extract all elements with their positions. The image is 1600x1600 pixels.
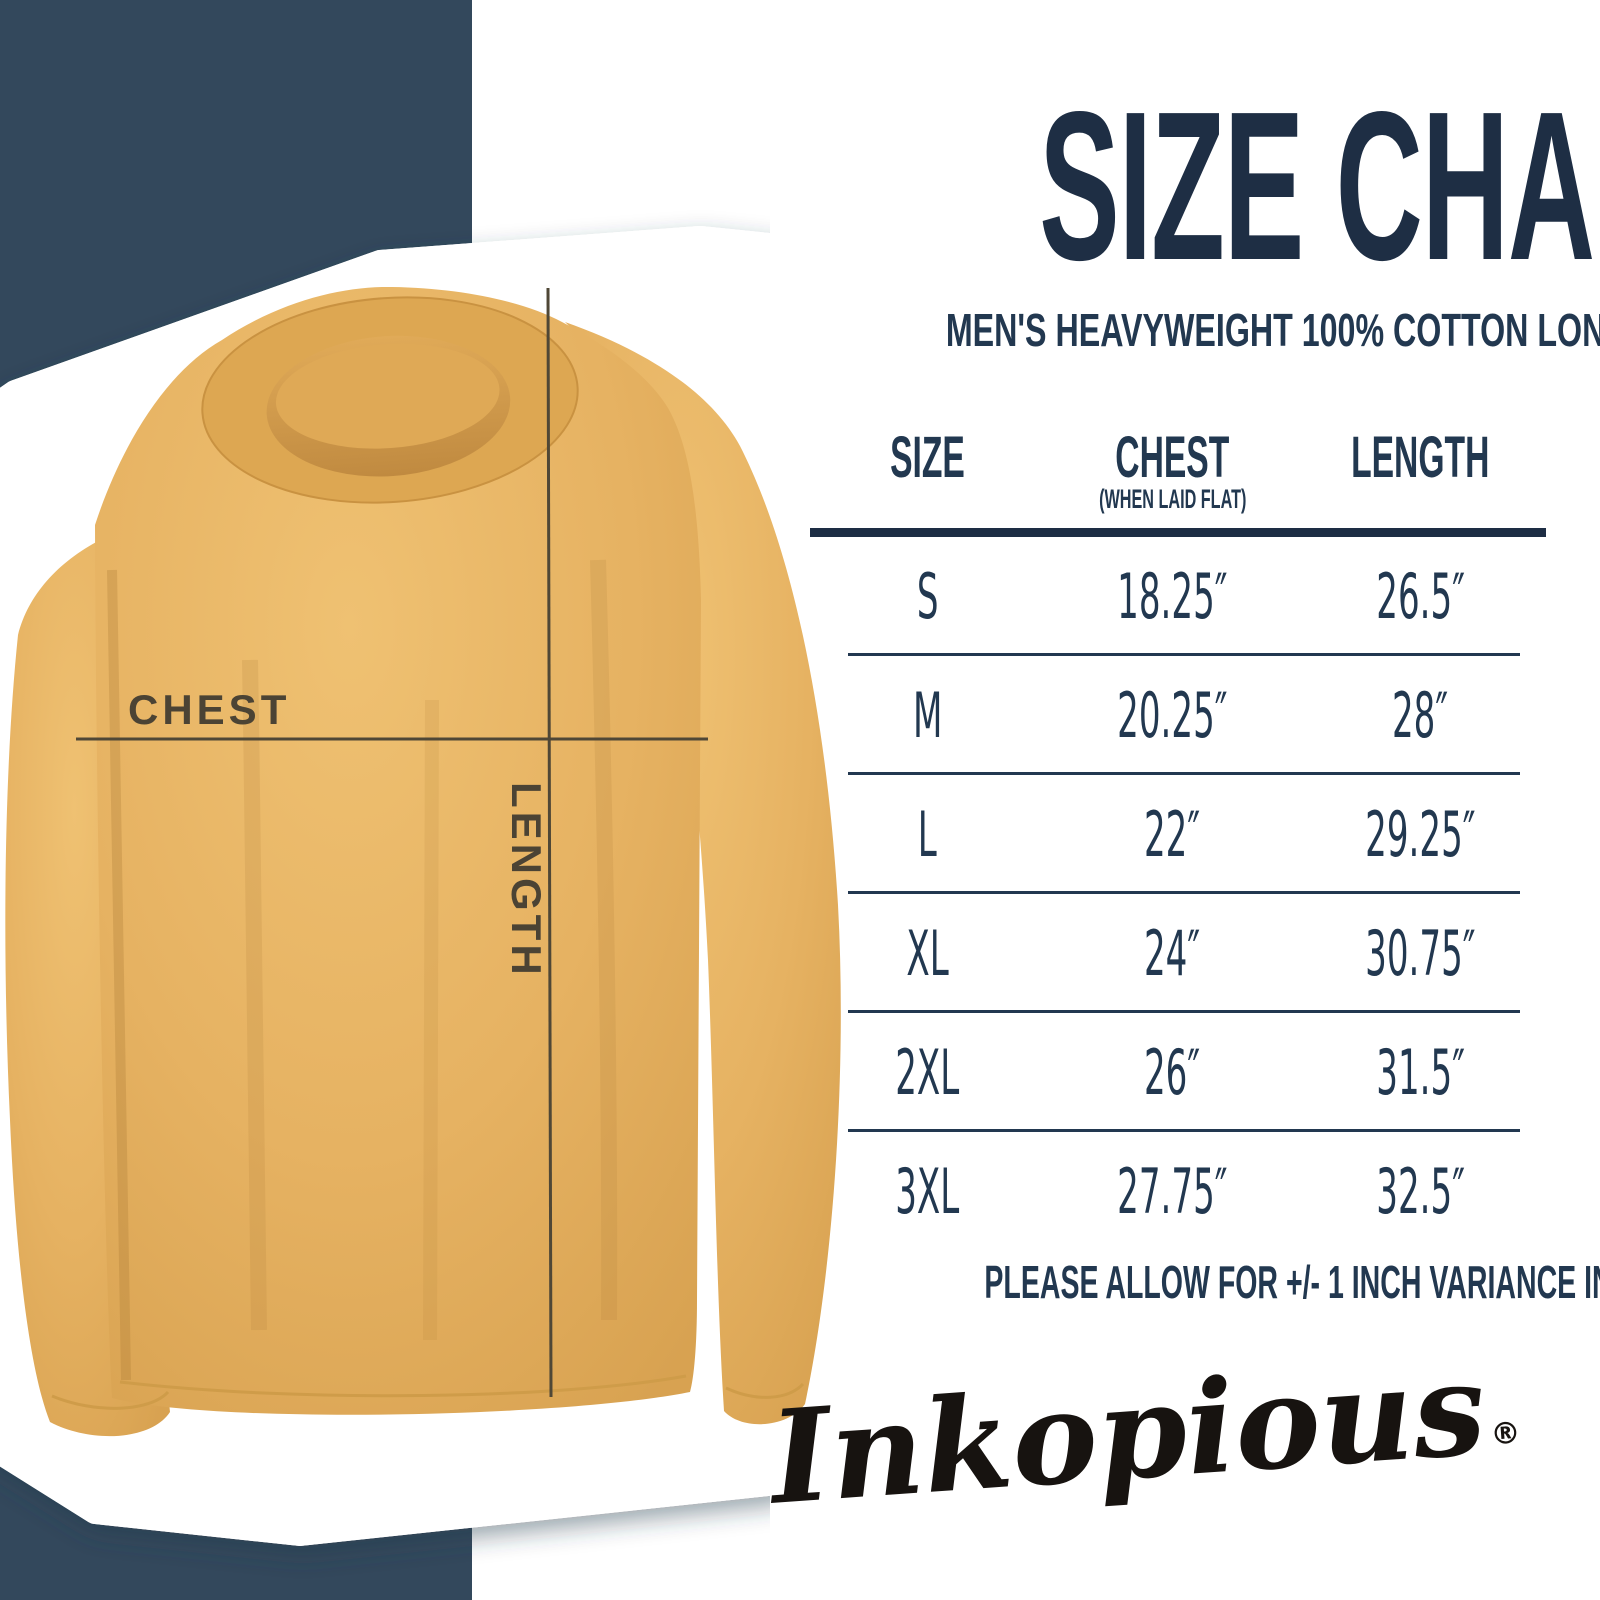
brand-logo-text: Inkopious <box>765 1334 1491 1534</box>
collar <box>201 296 579 504</box>
table-row: L 22″ 29.25″ <box>805 775 1546 894</box>
size-chart-panel: SIZE CHART MEN'S HEAVYWEIGHT 100% COTTON… <box>766 0 1600 1600</box>
brand-logo: Inkopious® <box>765 1332 1522 1534</box>
length-cell: 26.5″ <box>1376 560 1465 633</box>
length-cell: 32.5″ <box>1376 1155 1465 1228</box>
size-cell: 3XL <box>895 1155 960 1228</box>
column-header-length: LENGTH <box>1351 425 1490 490</box>
chest-cell: 24″ <box>1144 917 1201 990</box>
page-subtitle: MEN'S HEAVYWEIGHT 100% COTTON LONG SLEEV… <box>770 303 1600 357</box>
row-separator <box>848 1129 1520 1132</box>
shirt-photo-graphic: CHEST LENGTH <box>0 226 841 1546</box>
chest-cell: 27.75″ <box>1117 1155 1228 1228</box>
chest-cell: 26″ <box>1144 1036 1201 1109</box>
hem-stitch <box>119 1374 687 1398</box>
length-cell: 31.5″ <box>1376 1036 1465 1109</box>
registered-trademark-icon: ® <box>1489 1415 1522 1453</box>
page-subtitle-text: MEN'S HEAVYWEIGHT 100% COTTON LONG SLEEV… <box>945 304 1600 356</box>
table-row: 2XL 26″ 31.5″ <box>805 1013 1546 1132</box>
row-separator <box>848 653 1520 656</box>
table-row: XL 24″ 30.75″ <box>805 894 1546 1013</box>
shirt-right-sleeve <box>565 322 841 1425</box>
table-row: M 20.25″ 28″ <box>805 656 1546 775</box>
column-header-size: SIZE <box>890 425 965 490</box>
length-cell: 28″ <box>1392 679 1449 752</box>
size-cell: XL <box>906 917 949 990</box>
length-measure-label: LENGTH <box>503 782 550 979</box>
row-separator <box>848 891 1520 894</box>
table-header-row: SIZE CHEST LENGTH <box>805 424 1546 491</box>
table-row: 3XL 27.75″ 32.5″ <box>805 1132 1546 1251</box>
chest-note-row: (WHEN LAID FLAT) <box>805 484 1546 515</box>
length-measure-line <box>546 287 553 1398</box>
row-separator <box>848 1010 1520 1013</box>
size-cell: L <box>917 798 937 871</box>
column-header-chest-note: (WHEN LAID FLAT) <box>1099 484 1247 514</box>
length-cell: 29.25″ <box>1365 798 1476 871</box>
row-separator <box>848 772 1520 775</box>
page-title-text: SIZE CHART <box>1039 67 1600 304</box>
left-cuff-stitch <box>51 1390 170 1410</box>
column-header-chest: CHEST <box>1115 425 1230 490</box>
right-cuff-stitch <box>725 1382 805 1399</box>
chest-measure-label: CHEST <box>128 686 290 733</box>
size-variance-footnote: PLEASE ALLOW FOR +/- 1 INCH VARIANCE IN … <box>984 1256 1600 1308</box>
size-cell: S <box>916 560 939 633</box>
size-cell: 2XL <box>895 1036 960 1109</box>
table-header-rule <box>810 528 1546 537</box>
page-title: SIZE CHART <box>770 80 1600 292</box>
length-cell: 30.75″ <box>1365 917 1476 990</box>
chest-cell: 22″ <box>1144 798 1201 871</box>
chest-cell: 18.25″ <box>1117 560 1228 633</box>
size-cell: M <box>912 679 943 752</box>
chest-cell: 20.25″ <box>1117 679 1228 752</box>
table-row: S 18.25″ 26.5″ <box>805 537 1546 656</box>
